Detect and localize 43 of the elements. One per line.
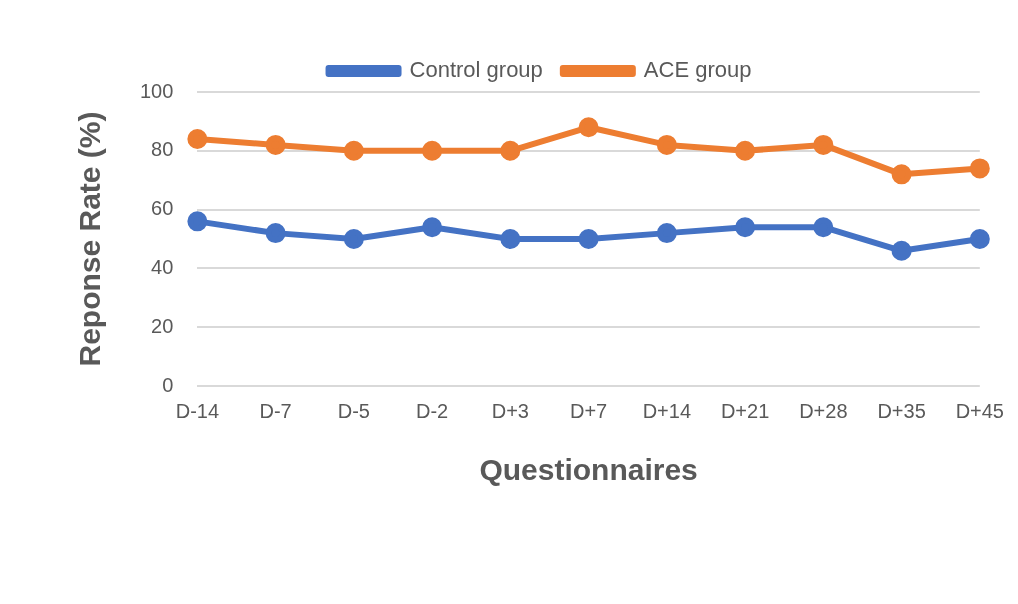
point: [343, 140, 364, 161]
point: [187, 211, 208, 232]
point: [813, 217, 834, 238]
point: [422, 217, 443, 238]
legend-label: ACE group: [643, 57, 752, 83]
point: [187, 129, 208, 150]
y-tick-label: 20: [151, 314, 174, 337]
point: [891, 240, 912, 261]
x-axis-title: Questionnaires: [479, 453, 698, 487]
x-tick-label: D-5: [337, 399, 370, 422]
x-tick-label: D+3: [491, 399, 529, 422]
x-tick-label: D+7: [569, 399, 608, 422]
y-tick-label: 0: [162, 373, 174, 396]
y-tick-label: 80: [151, 138, 174, 161]
x-tick-label: D+45: [955, 399, 1004, 422]
y-tick-label: 40: [151, 255, 174, 278]
point: [578, 117, 599, 138]
point: [735, 140, 756, 161]
point: [265, 223, 286, 244]
y-tick-label: 100: [139, 79, 174, 102]
point: [813, 134, 834, 155]
point: [265, 134, 286, 155]
point: [500, 140, 521, 161]
point: [578, 229, 599, 249]
x-tick-label: D+14: [642, 399, 692, 422]
x-tick-label: D+28: [799, 399, 848, 422]
point: [656, 223, 677, 244]
legend-label: Control group: [409, 57, 543, 83]
point: [422, 140, 443, 161]
point: [656, 134, 677, 155]
x-tick-label: D-7: [259, 399, 292, 422]
y-tick-label: 60: [151, 197, 174, 220]
y-axis-title: Reponse Rate (%): [73, 111, 107, 367]
x-tick-label: D-2: [415, 399, 449, 422]
point: [969, 158, 990, 179]
point: [969, 229, 990, 249]
point: [891, 164, 912, 185]
point: [500, 229, 521, 249]
point: [343, 229, 364, 249]
x-tick-label: D+21: [720, 399, 770, 422]
x-tick-label: D-14: [175, 399, 220, 422]
point: [735, 217, 756, 238]
x-tick-label: D+35: [877, 399, 926, 422]
